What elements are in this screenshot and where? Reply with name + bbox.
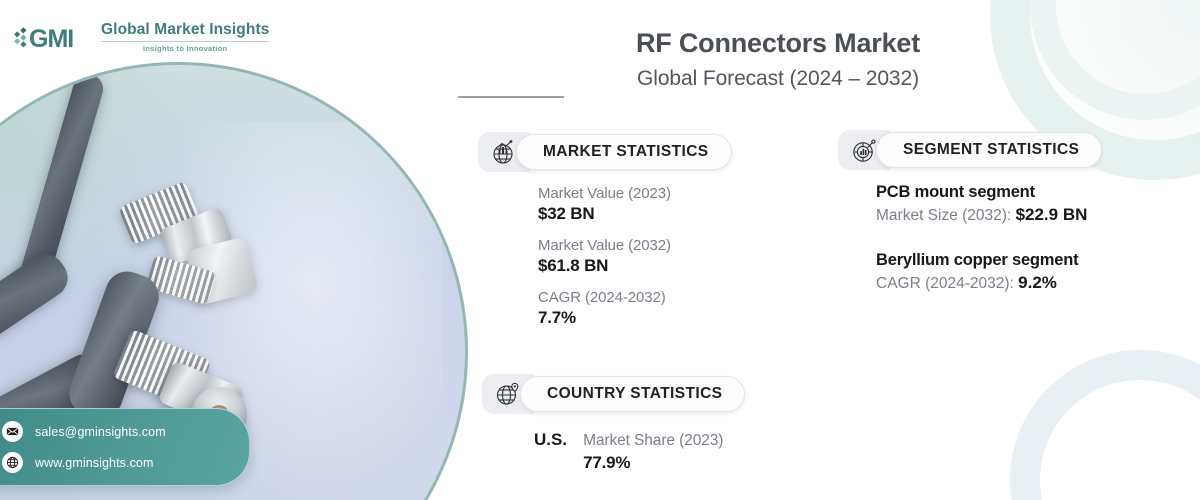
stat-value: 7.7% [538,308,576,327]
stat-item: CAGR (2024-2032) 7.7% [538,289,732,328]
segment-item: PCB mount segment Market Size (2032): $2… [876,183,1102,225]
country-statistics-panel: COUNTRY STATISTICS U.S. Market Share (20… [482,374,746,473]
brand-logo[interactable]: GMI Global Market Insights Insights to I… [14,21,270,53]
country-name: U.S. [534,430,568,449]
contact-website: www.gminsights.com [35,455,154,470]
country-statistics-header[interactable]: COUNTRY STATISTICS [482,374,746,414]
contact-badge: sales@gminsights.com www.gminsights.com [0,408,250,486]
stat-value: $32 BN [538,204,595,223]
page-subtitle: Global Forecast (2024 – 2032) [637,67,919,91]
segment-item: Beryllium copper segment CAGR (2024-2032… [876,251,1102,293]
title-underline [458,96,564,98]
contact-email-row[interactable]: sales@gminsights.com [2,421,235,442]
segment-metric-label: Market Size (2032): [876,207,1016,224]
segment-statistics-label: SEGMENT STATISTICS [903,141,1080,158]
market-statistics-panel: MARKET STATISTICS Market Value (2023) $3… [478,132,732,328]
segment-statistics-pill[interactable]: SEGMENT STATISTICS [876,132,1103,168]
segment-metric-label: CAGR (2024-2032): [876,275,1019,292]
stat-item: Market Value (2032) $61.8 BN [538,237,732,276]
brand-logo-text: Global Market Insights Insights to Innov… [101,21,270,53]
svg-text:GMI: GMI [29,25,73,52]
brand-divider [101,40,270,42]
stat-value: $61.8 BN [538,256,609,275]
page-title-block: RF Connectors Market Global Forecast (20… [458,28,1098,98]
segment-statistics-panel: SEGMENT STATISTICS PCB mount segment Mar… [838,130,1103,293]
gmi-logo-icon: GMI [14,22,92,52]
stat-label: Market Value (2023) [538,185,671,202]
country-statistics-pill[interactable]: COUNTRY STATISTICS [520,376,746,412]
country-statistics-label: COUNTRY STATISTICS [547,385,723,402]
hero-image-content [0,65,465,500]
country-metric: Market Share (2023) 77.9% [583,432,723,473]
country-metric-value: 77.9% [583,453,631,472]
globe-icon [2,452,23,473]
brand-tagline: Insights to Innovation [142,43,228,53]
country-statistics-row: U.S. Market Share (2023) 77.9% [534,430,745,473]
segment-statistics-header[interactable]: SEGMENT STATISTICS [838,130,1103,170]
market-statistics-label: MARKET STATISTICS [543,143,709,160]
envelope-icon [2,421,23,442]
contact-email: sales@gminsights.com [35,424,166,439]
segment-title: Beryllium copper segment [876,251,1079,269]
segment-title: PCB mount segment [876,183,1035,201]
stat-label: Market Value (2032) [538,237,671,254]
contact-website-row[interactable]: www.gminsights.com [2,452,235,473]
market-statistics-header[interactable]: MARKET STATISTICS [478,132,732,172]
segment-metric: CAGR (2024-2032): 9.2% [876,273,1102,293]
background-ring-bottom-right [1010,350,1200,500]
segment-metric-value: 9.2% [1018,273,1057,292]
stat-item: Market Value (2023) $32 BN [538,185,732,224]
segment-metric-value: $22.9 BN [1015,205,1088,224]
page-title: RF Connectors Market [635,28,921,58]
hero-image-circle [0,62,468,500]
market-statistics-pill[interactable]: MARKET STATISTICS [516,134,732,170]
brand-name: Global Market Insights [101,21,270,39]
country-metric-label: Market Share (2023) [583,432,724,449]
stat-label: CAGR (2024-2032) [538,289,666,306]
segment-metric: Market Size (2032): $22.9 BN [876,205,1102,225]
